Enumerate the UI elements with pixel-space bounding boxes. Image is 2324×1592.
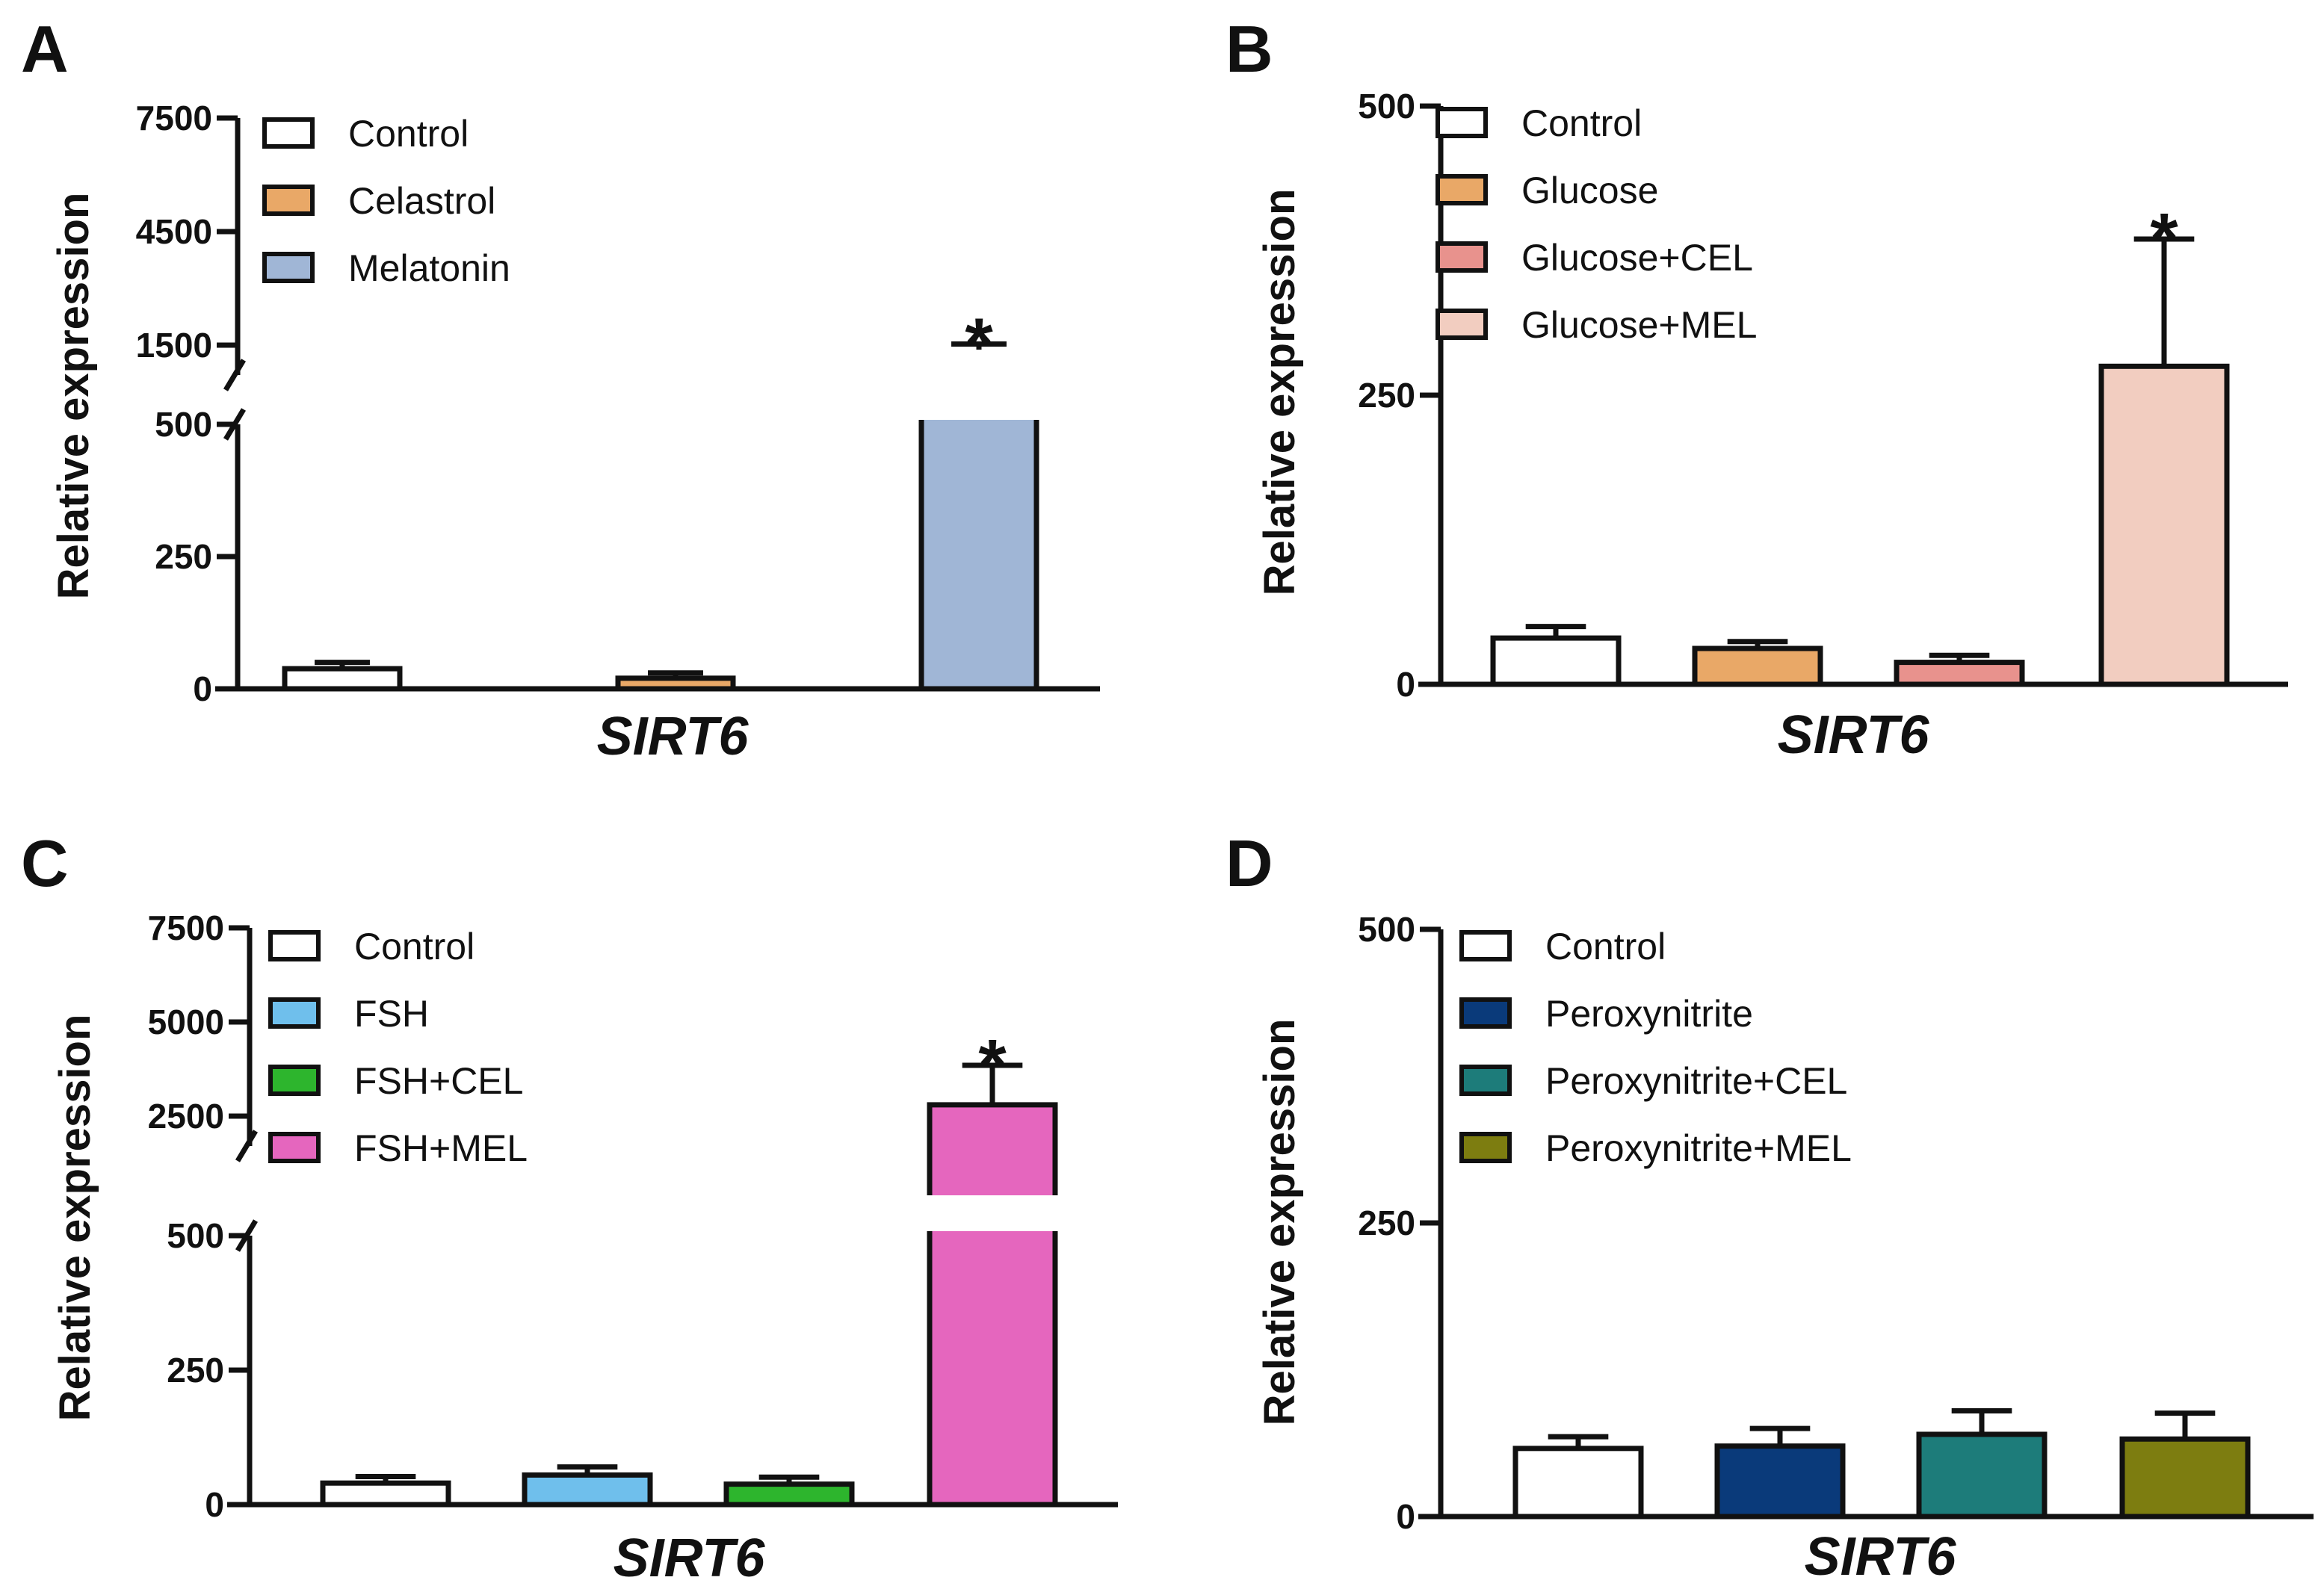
y-tick-label: 5000	[148, 1003, 224, 1041]
legend-label: Glucose+MEL	[1521, 304, 1757, 346]
y-tick-label: 250	[1358, 1204, 1415, 1242]
y-axis-label: Relative expression	[51, 1015, 99, 1422]
significance-marker: *	[965, 303, 993, 383]
y-axis-label: Relative expression	[49, 193, 98, 600]
panel-d: D 0 250 500 Relative expression SIRT6 Control P…	[1226, 826, 2314, 1587]
y-tick-label: 2500	[148, 1097, 224, 1136]
bar-fsh-cel	[723, 1481, 855, 1508]
bar-control	[320, 1480, 451, 1508]
legend-label: Peroxynitrite+MEL	[1545, 1127, 1852, 1169]
y-tick-label: 250	[167, 1351, 224, 1390]
legend-swatch	[262, 252, 315, 283]
y-tick-label: 0	[1396, 665, 1415, 704]
y-tick-label: 500	[1358, 910, 1415, 949]
panel-label: C	[21, 826, 69, 900]
legend-label: Control	[354, 926, 475, 967]
legend-label: Glucose+CEL	[1521, 237, 1753, 279]
panel-label: A	[21, 12, 69, 86]
legend-label: Control	[348, 113, 469, 155]
panel-a: A 0 250 500 1500 4500 7500 Relative expression S…	[21, 12, 1100, 766]
y-tick-label: 1500	[136, 326, 212, 365]
y-tick-label: 4500	[136, 212, 212, 251]
y-tick-label: 0	[1396, 1497, 1415, 1536]
bar-fsh-mel	[927, 1102, 1058, 1508]
significance-marker: *	[2150, 199, 2178, 279]
axis-break-mark	[223, 359, 247, 391]
x-axis-label: SIRT6	[597, 707, 750, 766]
legend-label: Peroxynitrite+CEL	[1545, 1060, 1847, 1102]
legend-swatch	[262, 117, 315, 149]
panel-c: C 0 250 500 2500 5000 7500 Relative expression S…	[21, 826, 1118, 1588]
bar-break-gap	[917, 350, 1041, 420]
y-tick-label: 7500	[136, 99, 212, 137]
significance-marker: *	[978, 1025, 1007, 1105]
bar-break-gap	[925, 1195, 1060, 1231]
legend-swatch	[268, 997, 321, 1029]
legend-swatch	[262, 185, 315, 216]
bar-peroxynitrite-cel	[1916, 1431, 2048, 1520]
legend-label: Peroxynitrite	[1545, 993, 1753, 1035]
legend-swatch	[1435, 241, 1488, 273]
y-tick-label: 500	[1358, 87, 1415, 126]
legend-swatch	[268, 1065, 321, 1096]
y-axis-label: Relative expression	[1255, 189, 1304, 596]
legend-swatch	[1435, 107, 1488, 138]
legend-swatch	[1459, 930, 1512, 961]
bar-celastrol	[615, 675, 736, 692]
bar-glucose-mel	[2098, 363, 2230, 687]
legend-label: FSH+MEL	[354, 1127, 528, 1169]
legend-label: Control	[1545, 926, 1666, 967]
panel-label: D	[1226, 826, 1273, 900]
x-axis-label: SIRT6	[1805, 1527, 1957, 1587]
axis-break-mark	[235, 1130, 259, 1162]
legend-swatch	[1435, 174, 1488, 205]
legend-swatch	[268, 1132, 321, 1163]
x-axis-label: SIRT6	[614, 1528, 766, 1588]
legend-swatch	[1459, 1065, 1512, 1096]
bar-glucose	[1692, 645, 1823, 687]
legend-swatch	[1459, 997, 1512, 1029]
panel-b: B 0 250 500 Relative expression SIRT6 * Control…	[1226, 12, 2288, 765]
bar-peroxynitrite	[1714, 1443, 1846, 1520]
y-tick-label: 500	[155, 405, 212, 444]
bar-fsh	[522, 1472, 653, 1508]
legend-swatch	[268, 930, 321, 961]
legend-label: Glucose	[1521, 170, 1658, 211]
y-tick-label: 7500	[148, 908, 224, 947]
legend-label: FSH	[354, 993, 429, 1035]
bar-control	[1490, 635, 1622, 687]
y-axis-label: Relative expression	[1255, 1019, 1304, 1426]
y-tick-label: 250	[1358, 376, 1415, 415]
y-tick-label: 0	[205, 1485, 224, 1524]
bar-control	[282, 666, 403, 692]
legend-label: Celastrol	[348, 180, 495, 222]
legend-label: Melatonin	[348, 247, 510, 289]
y-tick-label: 250	[155, 537, 212, 576]
panel-label: B	[1226, 12, 1273, 86]
legend-label: FSH+CEL	[354, 1060, 523, 1102]
bar-control	[1512, 1446, 1644, 1520]
bar-peroxynitrite-mel	[2119, 1436, 2251, 1520]
legend-label: Control	[1521, 102, 1642, 144]
x-axis-label: SIRT6	[1778, 705, 1930, 765]
y-tick-label: 500	[167, 1216, 224, 1255]
y-tick-label: 0	[193, 669, 212, 708]
legend-swatch	[1435, 309, 1488, 340]
bar-glucose-cel	[1894, 660, 2025, 687]
legend-swatch	[1459, 1132, 1512, 1163]
